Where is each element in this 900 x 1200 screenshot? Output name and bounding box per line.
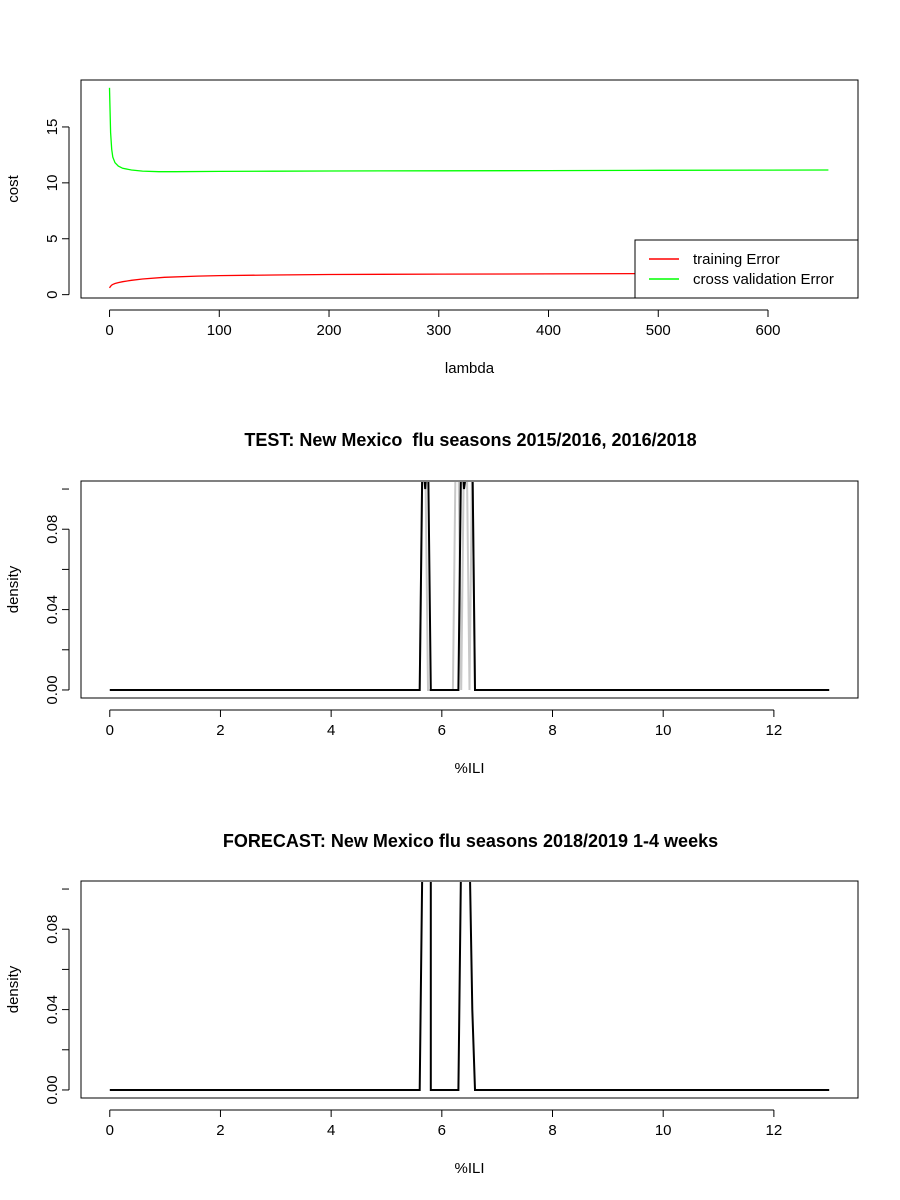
x-tick-label: 4 — [327, 722, 335, 739]
chart-title: FORECAST: New Mexico flu seasons 2018/20… — [223, 831, 718, 851]
series-group — [109, 482, 830, 691]
x-tick-label: 10 — [655, 722, 672, 739]
y-tick-label: 0.08 — [44, 915, 61, 944]
series-group — [109, 882, 830, 1091]
y-tick-label: 0.00 — [44, 675, 61, 704]
y-tick-label: 0 — [44, 290, 61, 298]
plot-frame — [80, 79, 859, 299]
legend-entry: cross validation Error — [693, 271, 834, 288]
legend-box — [634, 239, 859, 299]
x-tick-label: 10 — [655, 1122, 672, 1139]
series-line-1 — [108, 272, 829, 289]
series-group — [108, 87, 829, 289]
x-tick-label: 400 — [536, 322, 561, 339]
y-tick-label: 0.04 — [44, 595, 61, 624]
chart-panel-2: 0 2 4 6 8 10 12 0.00 0.04 0.08 %ILI density TEST: Ne… — [5, 430, 859, 777]
x-tick-label: 8 — [548, 722, 556, 739]
x-axis-label: %ILI — [454, 760, 484, 777]
y-tick-label: 0.00 — [44, 1075, 61, 1104]
y-tick-label: 0.04 — [44, 995, 61, 1024]
x-tick-label: 300 — [426, 322, 451, 339]
x-tick-label: 100 — [207, 322, 232, 339]
y-axis-label: density — [5, 965, 22, 1013]
x-tick-label: 4 — [327, 1122, 335, 1139]
plot-frame — [80, 880, 859, 1099]
y-tick-label: 15 — [44, 119, 61, 136]
x-tick-label: 600 — [755, 322, 780, 339]
chart-panel-1: 0 100 200 300 400 500 600 0 5 10 15 lambda cost train… — [5, 79, 859, 377]
series-line-1 — [109, 482, 830, 691]
x-tick-label: 0 — [106, 722, 114, 739]
legend: training Error cross validation Error — [634, 239, 859, 299]
x-tick-label: 2 — [216, 1122, 224, 1139]
legend-entry: training Error — [693, 251, 780, 268]
x-tick-label: 12 — [766, 1122, 783, 1139]
x-axis-label: lambda — [445, 360, 495, 377]
x-tick-label: 2 — [216, 722, 224, 739]
x-tick-label: 8 — [548, 1122, 556, 1139]
chart-title: TEST: New Mexico flu seasons 2015/2016, … — [244, 430, 696, 450]
series-line-2 — [108, 87, 829, 173]
x-axis-label: %ILI — [454, 1160, 484, 1177]
y-tick-label: 10 — [44, 175, 61, 192]
x-tick-label: 6 — [438, 1122, 446, 1139]
chart-panel-3: 0 2 4 6 8 10 12 0.00 0.04 0.08 %ILI density FORECAST… — [5, 831, 859, 1177]
x-tick-label: 500 — [646, 322, 671, 339]
y-tick-label: 0.08 — [44, 515, 61, 544]
x-tick-label: 12 — [766, 722, 783, 739]
x-tick-label: 0 — [106, 1122, 114, 1139]
y-axis-label: cost — [5, 174, 22, 202]
series-line-1 — [109, 882, 830, 1091]
y-axis-label: density — [5, 565, 22, 613]
plot-frame — [80, 480, 859, 699]
x-tick-label: 0 — [105, 322, 113, 339]
x-tick-label: 6 — [438, 722, 446, 739]
y-tick-label: 5 — [44, 235, 61, 243]
x-tick-label: 200 — [317, 322, 342, 339]
series-line-2 — [109, 482, 830, 691]
